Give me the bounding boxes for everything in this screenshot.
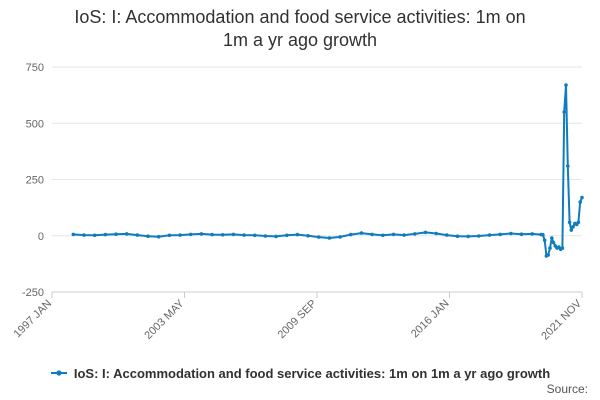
data-point xyxy=(114,232,118,236)
chart-title-line-2: 1m a yr ago growth xyxy=(222,30,378,50)
x-tick-label: 2021 NOV xyxy=(539,297,584,342)
data-point xyxy=(210,232,214,237)
data-point xyxy=(306,234,310,238)
data-point xyxy=(349,232,353,237)
data-point xyxy=(571,225,575,229)
data-point xyxy=(220,233,225,237)
data-point xyxy=(569,228,574,232)
data-point xyxy=(551,240,556,245)
data-point xyxy=(231,232,236,237)
x-tick-label: 1997 JAN xyxy=(11,298,54,341)
y-axis: -250 0 250 500 750 xyxy=(22,62,44,299)
data-point xyxy=(580,195,584,200)
data-point xyxy=(576,220,581,225)
data-point xyxy=(509,231,513,236)
data-point xyxy=(381,233,385,238)
data-point xyxy=(317,235,321,239)
data-point xyxy=(391,232,396,237)
data-point xyxy=(519,232,524,236)
data-point xyxy=(564,83,568,87)
data-point xyxy=(413,232,417,236)
data-point xyxy=(445,233,449,237)
data-point xyxy=(487,233,492,237)
grid-layer xyxy=(52,66,582,293)
data-point xyxy=(167,233,172,238)
data-point xyxy=(550,236,554,240)
chart-title-line-1: IoS: I: Accommodation and food service a… xyxy=(74,7,526,27)
data-point xyxy=(274,234,278,239)
chart-title: IoS: I: Accommodation and food service a… xyxy=(0,6,600,52)
data-point xyxy=(560,246,565,250)
legend-label: IoS: I: Accommodation and food service a… xyxy=(73,365,551,381)
data-point xyxy=(359,231,364,235)
x-tick-label: 2009 SEP xyxy=(276,298,320,342)
data-point xyxy=(370,232,374,237)
data-point xyxy=(466,234,471,239)
series-line xyxy=(73,84,583,257)
data-point xyxy=(542,238,547,243)
data-point xyxy=(327,236,332,240)
data-point xyxy=(199,232,204,236)
data-point xyxy=(263,234,268,238)
data-point xyxy=(548,246,552,250)
data-point xyxy=(156,234,161,239)
data-point xyxy=(541,233,545,237)
data-point xyxy=(402,233,406,237)
data-point xyxy=(423,230,428,235)
data-point xyxy=(188,232,193,237)
x-axis: 1997 JAN 2003 MAY 2009 SEP 2016 JAN 2021 NOV xyxy=(11,291,585,342)
data-point xyxy=(562,110,566,114)
data-point xyxy=(285,233,289,238)
y-tick-label: -250 xyxy=(22,287,44,299)
data-point xyxy=(92,233,97,238)
y-tick-label: 250 xyxy=(26,175,44,187)
data-point xyxy=(103,232,108,237)
data-point xyxy=(567,220,572,225)
data-point xyxy=(178,233,182,237)
y-tick-label: 500 xyxy=(26,118,44,130)
data-point xyxy=(82,233,86,237)
data-point xyxy=(135,233,140,237)
data-point xyxy=(498,232,503,237)
source-label: Source: xyxy=(546,382,588,396)
data-point xyxy=(477,234,481,238)
data-point xyxy=(530,232,534,236)
data-point xyxy=(124,232,129,236)
y-tick-label: 0 xyxy=(38,231,44,243)
data-point xyxy=(455,234,460,238)
data-point xyxy=(253,233,257,238)
legend-swatch-icon xyxy=(50,370,67,376)
data-point xyxy=(242,233,246,237)
y-tick-label: 750 xyxy=(26,62,44,74)
data-point xyxy=(71,232,76,237)
data-point xyxy=(434,231,439,236)
x-tick-label: 2003 MAY xyxy=(142,297,187,342)
data-point xyxy=(295,232,300,237)
data-point xyxy=(578,200,582,204)
series-layer xyxy=(71,83,584,258)
data-point xyxy=(146,234,150,238)
legend[interactable]: IoS: I: Accommodation and food service a… xyxy=(0,364,600,382)
data-point xyxy=(546,253,550,257)
data-point xyxy=(338,235,342,239)
x-tick-label: 2016 JAN xyxy=(409,298,452,341)
data-point xyxy=(566,164,570,168)
